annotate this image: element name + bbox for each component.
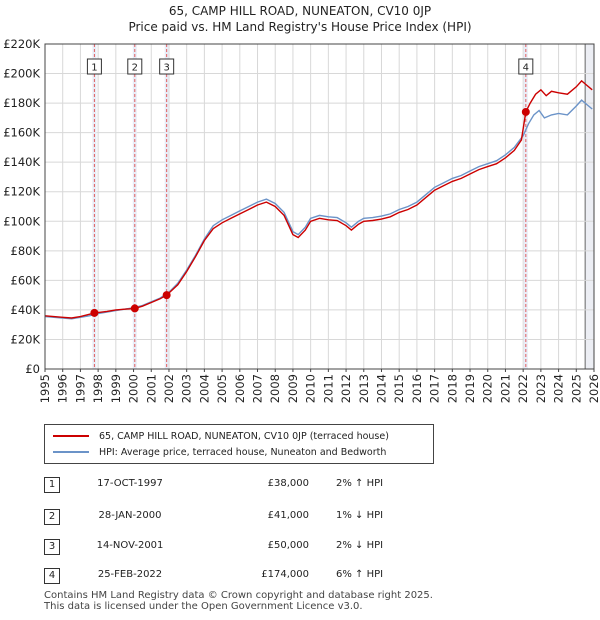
sale-label-box — [127, 58, 143, 75]
sale-point — [90, 308, 99, 317]
transaction-hpi-change: 1% ↓ HPI — [336, 510, 384, 521]
y-tick-label: £140K — [3, 155, 40, 169]
x-tick-label: 1997 — [73, 374, 87, 403]
footer-copyright: Contains HM Land Registry data © Crown c… — [44, 590, 433, 601]
sale-label-number: 3 — [163, 63, 169, 74]
transaction-date: 28-JAN-2000 — [98, 510, 162, 521]
transaction-row: 4 25-FEB-2022 £174,000 6% ↑ HPI — [44, 568, 404, 586]
legend-item-property: 65, CAMP HILL ROAD, NUNEATON, CV10 0JP (… — [53, 429, 389, 443]
x-tick-label: 2001 — [144, 374, 158, 403]
sale-label-number: 4 — [523, 63, 529, 74]
y-tick-label: £120K — [3, 185, 40, 199]
x-tick-label: 2025 — [569, 374, 583, 403]
x-tick-label: 2016 — [410, 374, 424, 403]
transaction-price: £38,000 — [267, 478, 309, 489]
sale-label-box — [86, 58, 102, 75]
y-tick-label: £160K — [3, 126, 40, 140]
x-tick-label: 2018 — [445, 374, 459, 403]
transaction-date: 25-FEB-2022 — [97, 569, 163, 580]
x-tick-label: 2003 — [180, 374, 194, 403]
sale-label-box — [159, 58, 175, 75]
transaction-number: 4 — [44, 568, 60, 584]
x-tick-label: 2006 — [233, 374, 247, 403]
x-tick-label: 2009 — [286, 374, 300, 403]
chart-title: 65, CAMP HILL ROAD, NUNEATON, CV10 0JP — [168, 4, 432, 18]
x-tick-label: 2019 — [463, 374, 477, 403]
x-tick-label: 2012 — [339, 374, 353, 403]
x-tick-label: 2002 — [162, 374, 176, 403]
y-tick-label: £60K — [11, 273, 41, 287]
transaction-hpi-change: 2% ↑ HPI — [336, 478, 384, 489]
x-tick-label: 2000 — [127, 374, 141, 403]
legend-label-hpi: HPI: Average price, terraced house, Nune… — [99, 446, 387, 458]
x-tick-label: 2011 — [321, 374, 335, 403]
transaction-number: 1 — [44, 477, 60, 493]
sale-point — [130, 304, 139, 313]
sale-point — [162, 291, 171, 300]
transaction-row: 2 28-JAN-2000 £41,000 1% ↓ HPI — [44, 509, 404, 527]
sale-label-box — [518, 58, 534, 75]
transaction-hpi-change: 6% ↑ HPI — [336, 569, 384, 580]
legend-item-hpi: HPI: Average price, terraced house, Nune… — [53, 445, 386, 459]
y-tick-label: £200K — [3, 67, 40, 81]
x-tick-label: 2017 — [428, 374, 442, 403]
y-tick-label: £100K — [3, 214, 40, 228]
transaction-number: 3 — [44, 539, 60, 555]
x-tick-label: 2015 — [392, 374, 406, 403]
x-tick-label: 1999 — [109, 374, 123, 403]
y-tick-label: £220K — [3, 37, 40, 51]
legend-label-property: 65, CAMP HILL ROAD, NUNEATON, CV10 0JP (… — [99, 430, 389, 442]
transaction-row: 3 14-NOV-2001 £50,000 2% ↓ HPI — [44, 539, 404, 557]
x-tick-label: 2024 — [552, 374, 566, 403]
x-tick-label: 2008 — [268, 374, 282, 403]
chart-subtitle: Price paid vs. HM Land Registry's House … — [128, 20, 472, 34]
x-tick-label: 2021 — [498, 374, 512, 403]
y-tick-label: £20K — [11, 332, 41, 346]
y-tick-label: £0 — [25, 362, 40, 376]
x-tick-label: 2022 — [516, 374, 530, 403]
x-tick-label: 2023 — [534, 374, 548, 403]
transaction-date: 17-OCT-1997 — [97, 478, 163, 489]
x-tick-label: 2007 — [251, 374, 265, 403]
x-tick-label: 2014 — [374, 374, 388, 403]
x-tick-label: 2005 — [215, 374, 229, 403]
y-tick-label: £80K — [11, 244, 41, 258]
legend-swatch-hpi — [53, 451, 89, 453]
x-tick-label: 2013 — [357, 374, 371, 403]
price-chart: £0 £20K £40K £60K £80K £100K £120K £140K £160K £1… — [3, 37, 600, 403]
sale-label-number: 2 — [132, 63, 138, 74]
sale-point — [521, 107, 530, 116]
x-tick-label: 1998 — [91, 374, 105, 403]
transaction-row: 1 17-OCT-1997 £38,000 2% ↑ HPI — [44, 477, 404, 495]
y-tick-label: £40K — [11, 303, 41, 317]
x-tick-label: 2010 — [304, 374, 318, 403]
transaction-price: £174,000 — [261, 569, 309, 580]
x-tick-label: 2020 — [481, 374, 495, 403]
x-tick-label: 1995 — [38, 374, 52, 403]
plot-frame — [44, 43, 595, 370]
sale-label-number: 1 — [91, 63, 97, 74]
legend-swatch-property — [53, 435, 89, 437]
projection-band — [585, 44, 594, 369]
transaction-price: £50,000 — [267, 540, 309, 551]
transaction-hpi-change: 2% ↓ HPI — [336, 540, 384, 551]
transaction-price: £41,000 — [267, 510, 309, 521]
footer-attribution: Contains HM Land Registry data © Crown c… — [44, 590, 433, 612]
x-tick-label: 2004 — [197, 374, 211, 403]
x-tick-label: 2026 — [587, 374, 600, 403]
chart-legend: 65, CAMP HILL ROAD, NUNEATON, CV10 0JP (… — [44, 424, 434, 464]
transaction-number: 2 — [44, 509, 60, 525]
y-tick-label: £180K — [3, 96, 40, 110]
x-tick-label: 1996 — [56, 374, 70, 403]
footer-license: This data is licensed under the Open Gov… — [44, 601, 363, 612]
transaction-date: 14-NOV-2001 — [96, 540, 164, 551]
property-series-line — [44, 79, 593, 319]
